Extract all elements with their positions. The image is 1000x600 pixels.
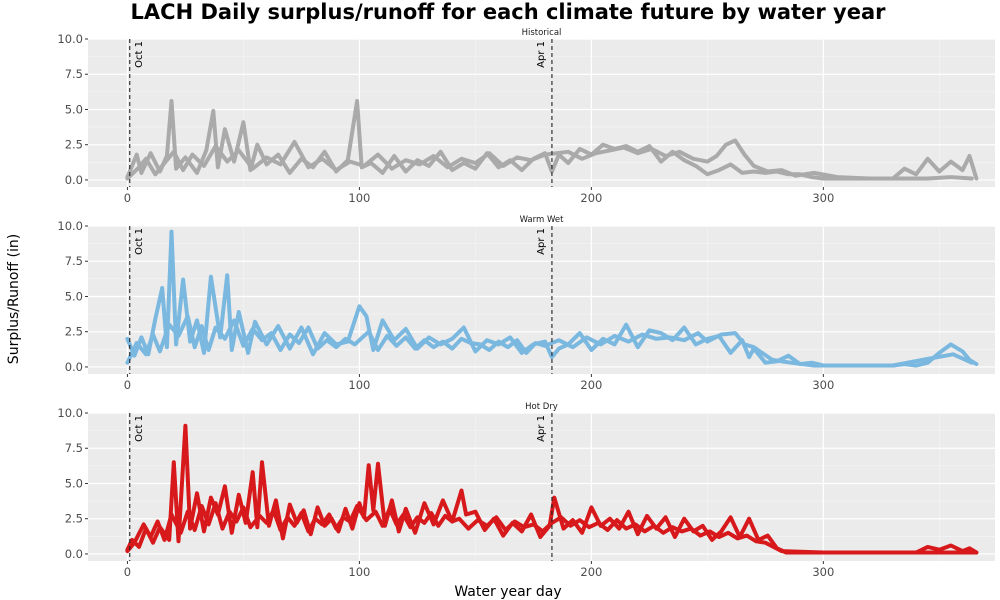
vline-label: Apr 1 [536, 228, 547, 255]
x-tick-label: 200 [580, 565, 602, 579]
x-tick-label: 200 [580, 191, 602, 205]
y-tick-label: 7.5 [65, 441, 83, 455]
series-line [125, 423, 979, 555]
y-tick-label: 5.0 [65, 289, 83, 303]
y-tick-label: 2.5 [65, 138, 83, 152]
y-axis-title: Surplus/Runoff (in) [6, 234, 22, 364]
chart-title: LACH Daily surplus/runoff for each clima… [131, 0, 887, 24]
x-axis-title: Water year day [454, 584, 561, 600]
x-tick-label: 100 [348, 191, 370, 205]
panel-title: Historical [522, 28, 562, 38]
vline-label: Apr 1 [536, 415, 547, 442]
x-tick-label: 300 [812, 378, 834, 392]
series-line [125, 501, 979, 555]
series-line [125, 138, 974, 181]
x-tick-label: 100 [348, 378, 370, 392]
y-tick-label: 5.0 [65, 476, 83, 490]
x-tick-label: 300 [812, 191, 834, 205]
vline-label: Apr 1 [536, 41, 547, 68]
y-tick-label: 10.0 [57, 32, 83, 46]
vline-label: Oct 1 [134, 41, 145, 68]
panels: Historical 0.0 2.5 5.0 7.5 10.0 0 100 200 300 Oct … [57, 28, 995, 579]
panel-0: Historical 0.0 2.5 5.0 7.5 10.0 0 100 200 300 Oct … [57, 28, 995, 205]
y-tick-label: 0.0 [65, 173, 83, 187]
y-tick-label: 7.5 [65, 67, 83, 81]
panel-title: Hot Dry [525, 402, 558, 412]
x-tick-label: 0 [124, 565, 131, 579]
y-tick-label: 2.5 [65, 325, 83, 339]
x-tick-label: 100 [348, 565, 370, 579]
series-line [125, 314, 974, 368]
x-tick-label: 300 [812, 565, 834, 579]
y-tick-label: 10.0 [57, 406, 83, 420]
panel-2: Hot Dry 0.0 2.5 5.0 7.5 10.0 0 100 200 300 Oct 1 Ap… [57, 402, 995, 579]
vline-label: Oct 1 [134, 228, 145, 255]
x-tick-label: 200 [580, 378, 602, 392]
y-tick-label: 5.0 [65, 102, 83, 116]
series-line [125, 229, 979, 368]
y-tick-label: 0.0 [65, 547, 83, 561]
y-tick-label: 7.5 [65, 254, 83, 268]
panel-title: Warm Wet [520, 215, 565, 225]
y-tick-label: 0.0 [65, 360, 83, 374]
y-tick-label: 10.0 [57, 219, 83, 233]
x-tick-label: 0 [124, 191, 131, 205]
vline-label: Oct 1 [134, 415, 145, 442]
x-tick-label: 0 [124, 378, 131, 392]
panel-1: Warm Wet 0.0 2.5 5.0 7.5 10.0 0 100 200 300 Oct 1 A… [57, 215, 995, 392]
y-tick-label: 2.5 [65, 512, 83, 526]
